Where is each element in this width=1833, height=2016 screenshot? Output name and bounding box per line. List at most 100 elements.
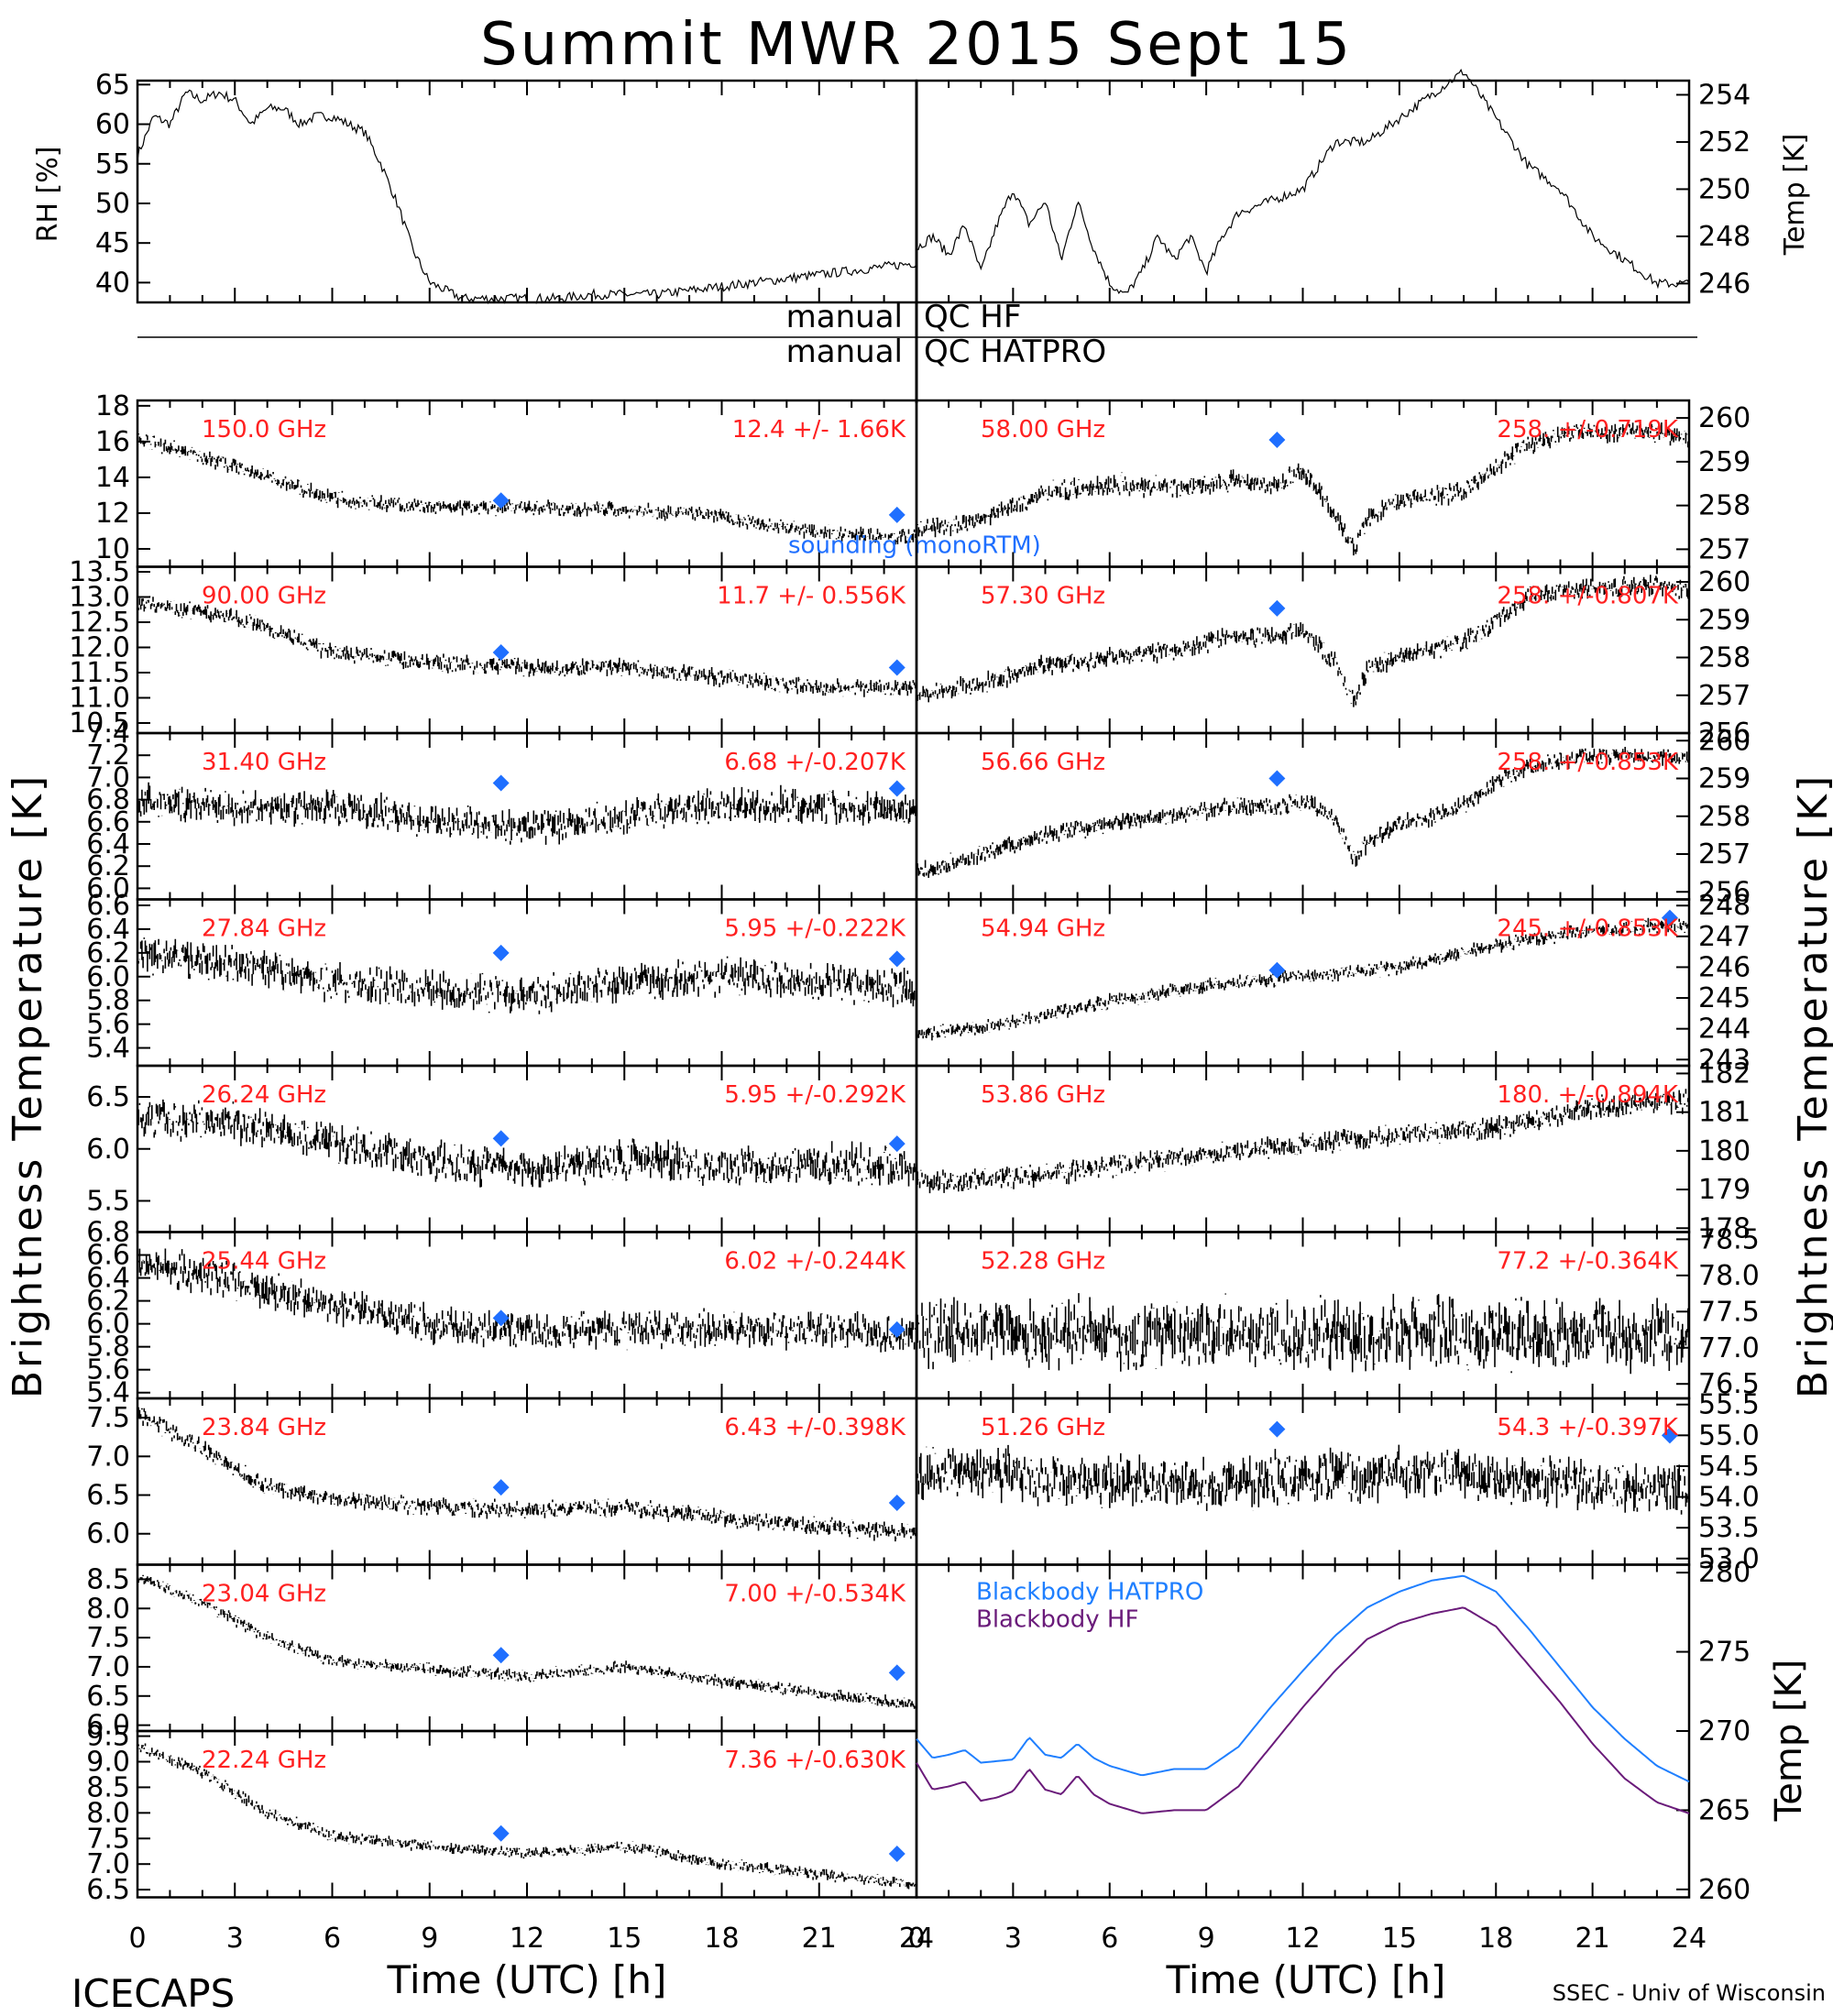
y-tick-label: 6.5 — [86, 1081, 130, 1113]
y-tick-label: 181 — [1698, 1097, 1751, 1129]
legend-entry: Blackbody HATPRO — [976, 1579, 1203, 1606]
y-tick-label: 260 — [1698, 402, 1751, 434]
tb-series — [137, 1743, 917, 1890]
rh-ylabel: RH [%] — [32, 147, 64, 243]
freq-label: 22.24 GHz — [202, 1747, 326, 1774]
y-tick-label: 246 — [1698, 268, 1751, 300]
y-tick-label: 10 — [95, 533, 130, 565]
y-tick-label: 254 — [1698, 79, 1751, 111]
x-tick-label: 12 — [1285, 1923, 1320, 1955]
stats-label: 258. +/-0.853K — [1497, 749, 1679, 776]
freq-label: 56.66 GHz — [981, 749, 1105, 776]
freq-label: 150.0 GHz — [202, 416, 326, 444]
y-tick-label: 55 — [95, 148, 130, 181]
y-tick-label: 16 — [95, 426, 130, 458]
y-tick-label: 6.0 — [86, 1710, 130, 1742]
sounding-marker — [492, 774, 510, 792]
y-tick-label: 7.5 — [86, 1622, 130, 1654]
x-tick-label: 0 — [128, 1923, 146, 1955]
y-tick-label: 5.8 — [86, 985, 130, 1017]
freq-label: 27.84 GHz — [202, 915, 326, 943]
y-tick-label: 6.0 — [86, 961, 130, 993]
y-tick-label: 54.0 — [1698, 1482, 1760, 1514]
y-tick-label: 6.6 — [86, 806, 130, 838]
stats-label: 54.3 +/-0.397K — [1497, 1414, 1679, 1441]
y-tick-label: 178 — [1698, 1212, 1751, 1244]
y-tick-label: 54.5 — [1698, 1451, 1760, 1483]
sounding-marker — [492, 1479, 510, 1496]
x-tick-label: 9 — [1198, 1923, 1215, 1955]
sounding-marker — [888, 1494, 906, 1511]
freq-label: 53.86 GHz — [981, 1081, 1105, 1109]
footer-right: SSEC - Univ of Wisconsin — [1553, 1980, 1826, 2006]
y-tick-label: 6.8 — [86, 784, 130, 816]
y-tick-label: 247 — [1698, 921, 1751, 953]
qc-hatpro-value: QC HATPRO — [924, 334, 1106, 370]
y-tick-label: 13.5 — [69, 556, 130, 588]
panel-frame — [915, 79, 1691, 304]
y-tick-label: 53.0 — [1698, 1543, 1760, 1575]
tb-series — [916, 422, 1690, 556]
y-tick-label: 6.4 — [86, 914, 130, 946]
y-tick-label: 7.0 — [86, 1848, 130, 1880]
x-tick-label: 3 — [1004, 1923, 1022, 1955]
y-tick-label: 40 — [95, 267, 130, 299]
sounding-marker — [492, 492, 510, 509]
sounding-marker — [492, 644, 510, 661]
panel-frame — [136, 79, 918, 304]
y-tick-label: 275 — [1698, 1637, 1751, 1669]
y-tick-label: 78.5 — [1698, 1223, 1760, 1255]
tb-series — [916, 1293, 1690, 1375]
sounding-note: sounding (monoRTM) — [788, 532, 1041, 560]
sounding-marker — [888, 659, 906, 676]
y-tick-label: 60 — [95, 109, 130, 141]
freq-label: 90.00 GHz — [202, 583, 326, 610]
y-tick-label: 248 — [1698, 890, 1751, 922]
y-tick-label: 12.0 — [69, 632, 130, 664]
y-tick-label: 7.5 — [86, 1823, 130, 1855]
freq-label: 52.28 GHz — [981, 1248, 1105, 1276]
y-tick-label: 6.5 — [86, 1480, 130, 1512]
y-tick-label: 252 — [1698, 126, 1751, 159]
tb-series — [916, 1444, 1690, 1515]
y-tick-label: 18 — [95, 390, 130, 422]
y-tick-label: 256 — [1698, 718, 1751, 750]
y-tick-label: 257 — [1698, 533, 1751, 565]
y-tick-label: 53.5 — [1698, 1512, 1760, 1544]
sounding-marker — [492, 1824, 510, 1842]
sounding-marker — [888, 950, 906, 968]
sounding-marker — [888, 506, 906, 523]
y-tick-label: 55.5 — [1698, 1389, 1760, 1421]
stats-label: 180. +/-0.894K — [1497, 1081, 1679, 1109]
stats-label: 5.95 +/-0.292K — [724, 1081, 906, 1109]
y-tick-label: 257 — [1698, 680, 1751, 712]
y-tick-label: 11.0 — [69, 683, 130, 715]
stats-label: 12.4 +/- 1.66K — [732, 416, 906, 444]
y-tick-label: 280 — [1698, 1557, 1751, 1589]
y-tick-label: 244 — [1698, 1013, 1751, 1046]
y-tick-label: 6.0 — [86, 1309, 130, 1341]
legend-entry: Blackbody HF — [976, 1606, 1138, 1634]
right-ylabel: Brightness Temperature [K] — [1790, 773, 1833, 1398]
y-tick-label: 12.5 — [69, 607, 130, 639]
sounding-marker — [492, 1309, 510, 1327]
y-tick-label: 78.0 — [1698, 1260, 1760, 1292]
y-tick-label: 6.2 — [86, 1286, 130, 1318]
y-tick-label: 6.4 — [86, 1263, 130, 1295]
y-tick-label: 45 — [95, 227, 130, 259]
y-tick-label: 55.0 — [1698, 1419, 1760, 1452]
y-tick-label: 270 — [1698, 1715, 1751, 1748]
qc-hf-value: QC HF — [924, 299, 1021, 335]
x-tick-label: 6 — [1101, 1923, 1118, 1955]
y-tick-label: 12 — [95, 498, 130, 530]
y-tick-label: 6.6 — [86, 890, 130, 922]
tb-series — [916, 747, 1690, 878]
freq-label: 54.94 GHz — [981, 915, 1105, 943]
y-tick-label: 9.0 — [86, 1747, 130, 1779]
sounding-marker — [492, 944, 510, 961]
y-tick-label: 6.8 — [86, 1217, 130, 1249]
blackbody-series — [916, 1606, 1690, 1814]
freq-label: 25.44 GHz — [202, 1248, 326, 1276]
y-tick-label: 250 — [1698, 173, 1751, 205]
